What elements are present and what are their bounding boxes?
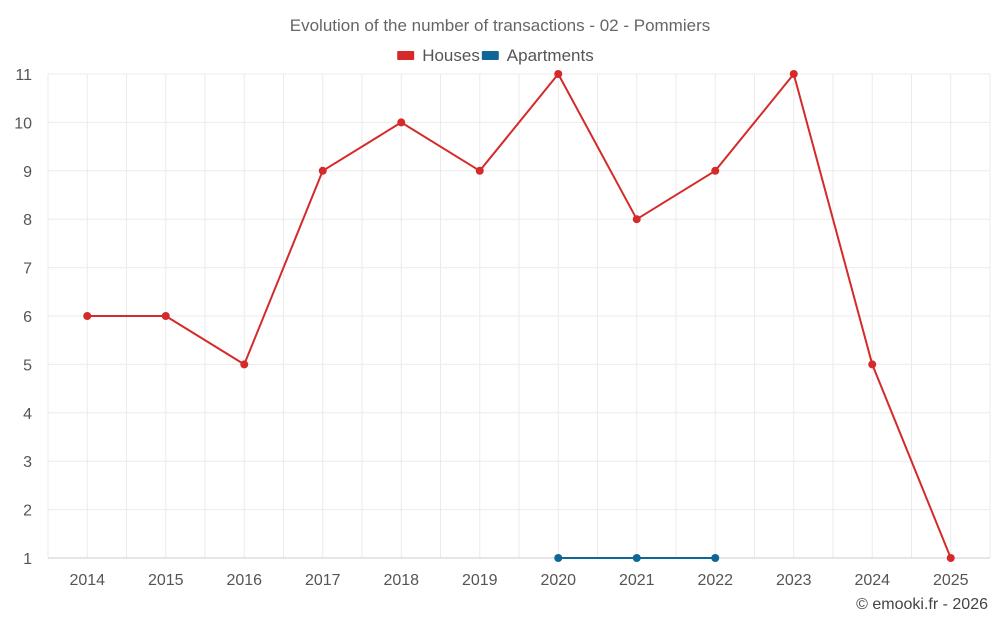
- x-tick-label: 2017: [305, 572, 341, 589]
- x-tick-label: 2019: [462, 572, 498, 589]
- credit-text: © emooki.fr - 2026: [856, 596, 988, 613]
- y-tick-label: 11: [15, 67, 32, 84]
- x-tick-label: 2021: [619, 572, 655, 589]
- chart-title: Evolution of the number of transactions …: [290, 16, 710, 35]
- y-tick-label: 2: [23, 503, 32, 520]
- series-houses: [83, 70, 955, 562]
- x-tick-label: 2018: [383, 572, 419, 589]
- legend-swatch: [397, 51, 415, 60]
- x-tick-label: 2024: [854, 572, 890, 589]
- x-tick-label: 2014: [69, 572, 105, 589]
- series-line: [87, 73, 952, 559]
- data-point: [554, 554, 563, 562]
- y-tick-label: 1: [23, 551, 32, 568]
- y-tick-label: 6: [23, 309, 32, 326]
- data-point: [554, 70, 563, 78]
- data-point: [946, 554, 955, 562]
- legend: Houses Apartments: [397, 46, 594, 65]
- x-tick-label: 2023: [776, 572, 812, 589]
- y-tick-label: 9: [23, 164, 32, 181]
- series-apartments: [554, 554, 720, 562]
- y-tick-label: 8: [23, 212, 32, 229]
- y-axis-ticks: 1 2 3 4 5 6 7 8 9 10 11: [14, 67, 32, 568]
- y-tick-label: 5: [23, 357, 32, 374]
- y-tick-label: 7: [23, 261, 32, 278]
- data-point: [868, 360, 877, 369]
- data-point: [632, 554, 641, 562]
- series-layer: [83, 70, 955, 562]
- data-point: [711, 554, 720, 562]
- legend-swatch: [481, 51, 499, 60]
- x-tick-label: 2022: [697, 572, 733, 589]
- data-point: [397, 118, 406, 127]
- y-tick-label: 4: [23, 406, 32, 423]
- x-tick-label: 2016: [226, 572, 262, 589]
- data-point: [161, 312, 170, 320]
- data-point: [83, 312, 92, 320]
- x-tick-label: 2025: [933, 572, 969, 589]
- data-point: [711, 166, 720, 175]
- x-axis-ticks: 2014 2015 2016 2017 2018 2019 2020 2021 2022 2023…: [69, 572, 968, 589]
- grid: [47, 73, 991, 559]
- legend-label: Houses: [422, 46, 480, 65]
- data-point: [475, 166, 484, 175]
- legend-label: Apartments: [507, 46, 594, 65]
- data-point: [632, 215, 641, 224]
- x-tick-label: 2015: [148, 572, 184, 589]
- data-point: [240, 360, 249, 369]
- y-tick-label: 3: [23, 454, 32, 471]
- y-tick-label: 10: [14, 115, 32, 132]
- x-tick-label: 2020: [540, 572, 576, 589]
- data-point: [318, 166, 327, 175]
- data-point: [789, 70, 798, 78]
